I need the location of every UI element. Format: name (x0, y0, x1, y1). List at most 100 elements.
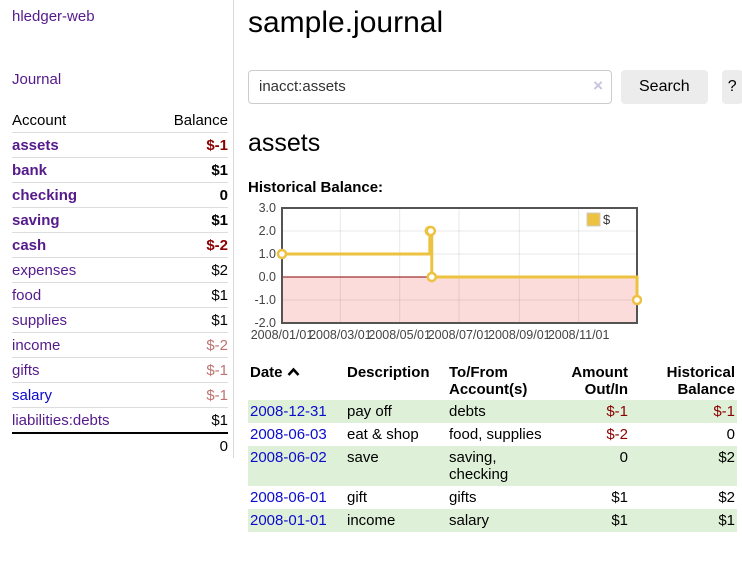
account-row: food $1 (12, 282, 228, 308)
transaction-balance: $2 (718, 488, 735, 506)
search-input[interactable] (248, 69, 612, 104)
account-balance: $-2 (206, 337, 228, 354)
account-balance: $-1 (206, 387, 228, 404)
account-link[interactable]: assets (12, 137, 59, 154)
transaction-row: 2008-06-02 save saving, checking 0 $2 (248, 445, 737, 486)
svg-text:2008/07/01: 2008/07/01 (428, 328, 491, 342)
clear-search-icon[interactable]: × (593, 75, 603, 95)
search-input-wrap: × (248, 69, 612, 104)
svg-text:1.0: 1.0 (259, 247, 276, 261)
transaction-amount: $-1 (606, 402, 628, 420)
account-balance: $-1 (206, 362, 228, 379)
account-link[interactable]: gifts (12, 362, 40, 379)
app-title-link[interactable]: hledger-web (12, 8, 95, 25)
transaction-amount: $-2 (606, 425, 628, 443)
account-balance: $1 (211, 312, 228, 329)
account-balance: 0 (219, 187, 228, 204)
account-balance: $1 (211, 162, 228, 179)
account-balance: $-2 (206, 237, 228, 254)
register-header-description: Description (347, 363, 430, 381)
svg-text:2008/03/01: 2008/03/01 (309, 328, 372, 342)
sidebar: hledger-web Journal Account Balance asse… (0, 0, 233, 458)
account-row: liabilities:debts $1 (12, 407, 228, 434)
transaction-balance: $1 (718, 511, 735, 529)
account-row: gifts $-1 (12, 357, 228, 383)
transaction-date-link[interactable]: 2008-06-02 (250, 448, 327, 466)
help-button[interactable]: ? (721, 69, 742, 104)
transaction-accounts: food, supplies (449, 425, 542, 443)
svg-text:0.0: 0.0 (259, 270, 276, 284)
account-link[interactable]: food (12, 287, 42, 304)
accounts-total-row: 0 (12, 433, 228, 458)
svg-text:2008/11/01: 2008/11/01 (548, 328, 610, 342)
svg-text:-2.0: -2.0 (254, 316, 276, 330)
svg-text:-1.0: -1.0 (254, 293, 276, 307)
transaction-row: 2008-06-01 gift gifts $1 $2 (248, 486, 737, 509)
sidebar-item-journal[interactable]: Journal (12, 71, 62, 88)
account-row: bank $1 (12, 157, 228, 183)
account-balance: $1 (211, 287, 228, 304)
historical-balance-chart: $3.0 2.0 1.0 0.0 -1.0 -2.0 2008/01/01 2008/03/0… (248, 201, 643, 345)
register-header-balance: Historical Balance (666, 363, 735, 398)
chart-title: Historical Balance: (248, 178, 384, 196)
account-row: expenses $2 (12, 257, 228, 283)
account-link[interactable]: expenses (12, 262, 77, 279)
sort-ascending-icon (287, 364, 300, 381)
transaction-accounts: debts (449, 402, 486, 420)
search-form: × Search ? (248, 69, 742, 104)
account-link[interactable]: cash (12, 237, 47, 254)
transaction-date-link[interactable]: 2008-06-01 (250, 488, 327, 506)
transaction-row: 2008-06-03 eat & shop food, supplies $-2 0 (248, 423, 737, 446)
register-table: Date Description To/From Account(s) Amou… (248, 362, 737, 532)
chart-canvas: $3.0 2.0 1.0 0.0 -1.0 -2.02008/01/012008/03/0… (251, 201, 643, 342)
account-link[interactable]: bank (12, 162, 48, 179)
transaction-balance: $-1 (713, 402, 735, 420)
accounts-header-account: Account (12, 112, 67, 129)
main-content: sample.journal × Search ? assets Histori… (248, 0, 742, 532)
account-link[interactable]: supplies (12, 312, 68, 329)
account-balance: $1 (211, 412, 228, 429)
register-header-amount: Amount Out/In (571, 363, 628, 398)
account-balance: $1 (211, 212, 228, 229)
account-balance: $2 (211, 262, 228, 279)
account-link[interactable]: saving (12, 212, 60, 229)
account-row: saving $1 (12, 207, 228, 233)
accounts-header-row: Account Balance (12, 108, 228, 133)
page-title: sample.journal (248, 6, 444, 39)
transaction-balance: 0 (726, 425, 735, 443)
svg-text:2008/05/01: 2008/05/01 (368, 328, 431, 342)
transaction-row: 2008-01-01 income salary $1 $1 (248, 508, 737, 532)
account-row: income $-2 (12, 332, 228, 358)
transaction-date-link[interactable]: 2008-06-03 (250, 425, 327, 443)
transaction-accounts: gifts (449, 488, 477, 506)
transaction-accounts: salary (449, 511, 490, 529)
sidebar-divider (233, 0, 234, 458)
transaction-accounts: saving, checking (449, 448, 509, 483)
account-link[interactable]: salary (12, 387, 53, 404)
app-title: hledger-web (12, 8, 227, 25)
transaction-amount: 0 (619, 448, 628, 466)
register-header-date[interactable]: Date (248, 362, 345, 400)
sidebar-nav: Journal (12, 71, 227, 88)
account-row: cash $-2 (12, 232, 228, 258)
transaction-description: eat & shop (347, 425, 419, 443)
svg-text:2008/01/01: 2008/01/01 (251, 328, 314, 342)
account-link[interactable]: checking (12, 187, 78, 204)
account-link[interactable]: income (12, 337, 61, 354)
account-link[interactable]: liabilities:debts (12, 412, 110, 429)
transaction-description: income (347, 511, 396, 529)
transaction-balance: $2 (718, 448, 735, 466)
svg-text:$: $ (603, 212, 611, 227)
account-row: checking 0 (12, 182, 228, 208)
transaction-date-link[interactable]: 2008-01-01 (250, 511, 327, 529)
account-row: assets $-1 (12, 132, 228, 158)
transaction-amount: $1 (611, 488, 628, 506)
transaction-description: pay off (347, 402, 392, 420)
account-balance: $-1 (206, 137, 228, 154)
accounts-table: Account Balance assets $-1 bank $1 checking 0… (12, 108, 228, 458)
accounts-total-balance: 0 (219, 438, 228, 455)
transaction-date-link[interactable]: 2008-12-31 (250, 402, 327, 420)
accounts-header-balance: Balance (173, 112, 228, 129)
search-button[interactable]: Search (621, 69, 708, 104)
transaction-row: 2008-12-31 pay off debts $-1 $-1 (248, 399, 737, 423)
